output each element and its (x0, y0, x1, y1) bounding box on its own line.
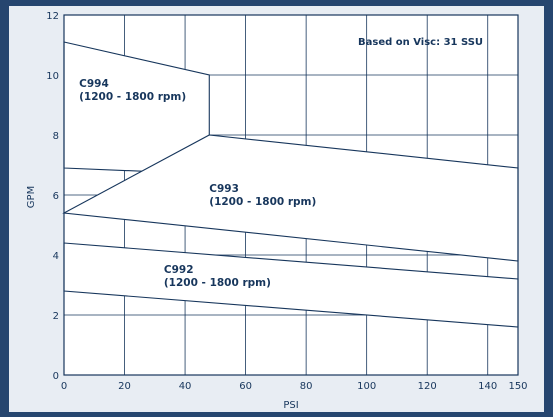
x-tick-label: 20 (118, 381, 131, 392)
x-tick-label: 120 (418, 381, 437, 392)
region-label-name: C993 (209, 183, 239, 195)
tick-labels: 0 20 40 60 80 100 120 140 150 0 2 4 6 8 10 12 (46, 11, 527, 392)
regions (62, 41, 519, 328)
y-tick-label: 4 (53, 251, 59, 262)
x-tick-label: 40 (179, 381, 192, 392)
x-tick-label: 0 (61, 381, 67, 392)
y-tick-label: 6 (53, 191, 59, 202)
x-axis-label: PSI (283, 400, 298, 411)
x-tick-label: 60 (239, 381, 252, 392)
region-label-name: C992 (164, 264, 194, 276)
x-tick-label: 100 (357, 381, 376, 392)
region-labels: C994(1200 - 1800 rpm)C993(1200 - 1800 rp… (79, 78, 316, 289)
y-tick-label: 12 (46, 11, 59, 22)
region-label-rpm: (1200 - 1800 rpm) (79, 91, 186, 103)
y-tick-label: 0 (53, 371, 59, 382)
y-axis-label: GPM (26, 186, 37, 208)
x-tick-label: 140 (478, 381, 497, 392)
x-tick-label: 80 (300, 381, 313, 392)
x-tick-label: 150 (508, 381, 527, 392)
plot-border (63, 14, 519, 376)
y-tick-label: 2 (53, 311, 59, 322)
region-label-name: C994 (79, 78, 109, 90)
region-label-rpm: (1200 - 1800 rpm) (164, 277, 271, 289)
viscosity-annotation: Based on Visc: 31 SSU (358, 37, 483, 48)
y-tick-label: 10 (46, 71, 59, 82)
y-tick-label: 8 (53, 131, 59, 142)
region-label-rpm: (1200 - 1800 rpm) (209, 196, 316, 208)
